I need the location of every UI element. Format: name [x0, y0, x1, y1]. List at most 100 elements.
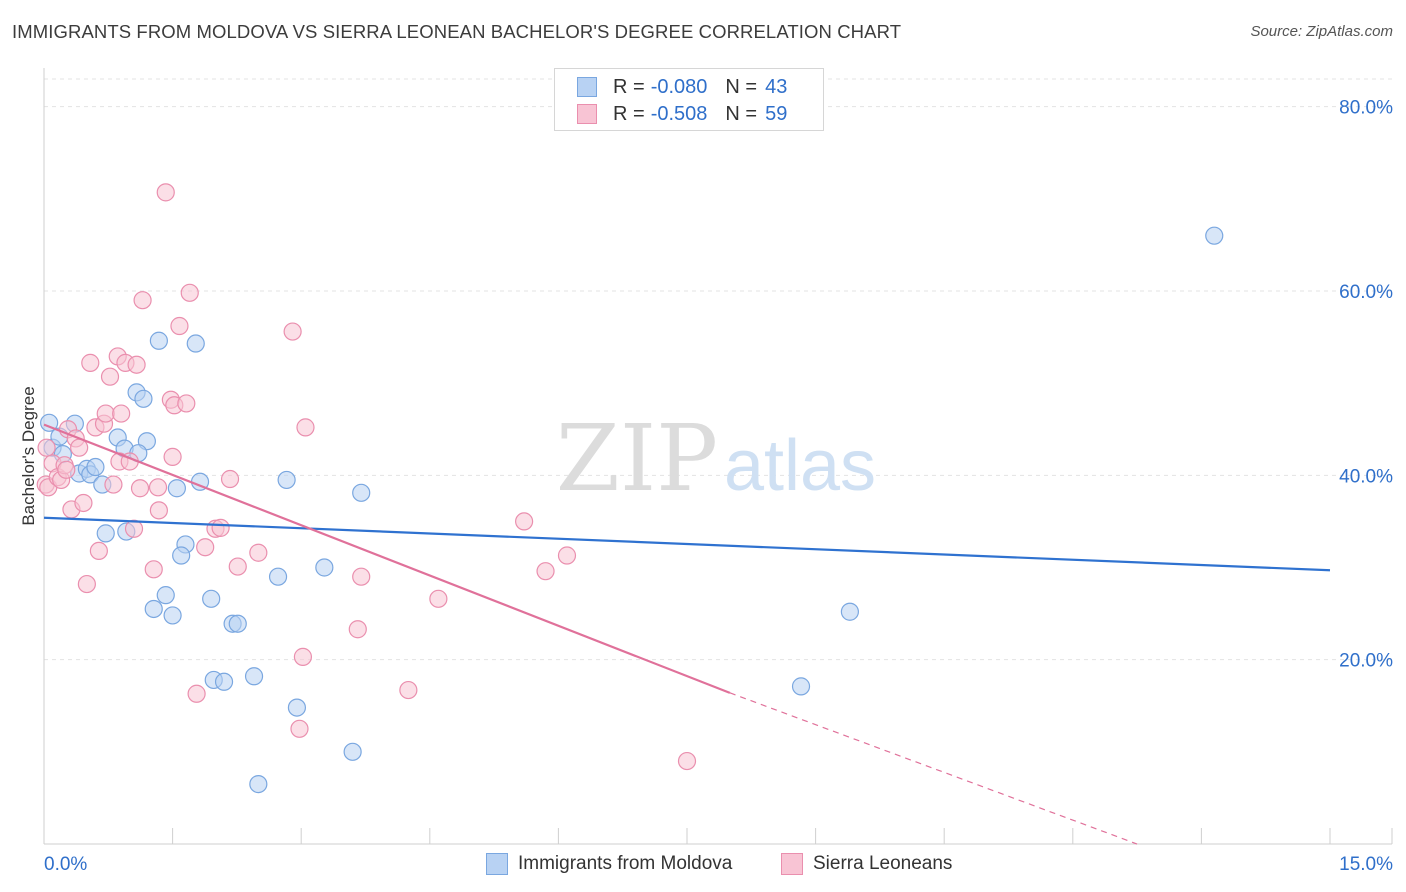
x-tick-label-min: 0.0% [44, 854, 87, 875]
bottom-legend-moldova: Immigrants from Moldova [486, 852, 732, 876]
point-sierra-leone [104, 475, 123, 494]
legend-row-sierra-leone: R = -0.508 N = 59 [577, 102, 787, 126]
legend-swatch-sierra-leone [577, 104, 597, 124]
point-sierra-leone [536, 562, 555, 581]
point-moldova [202, 589, 221, 608]
point-sierra-leone [187, 684, 206, 703]
point-sierra-leone [677, 751, 697, 771]
legend-n-label: N = [725, 75, 758, 98]
trend-line-sierra-leone-extrapolated [729, 692, 1138, 845]
point-sierra-leone [293, 647, 313, 666]
point-sierra-leone [74, 493, 93, 513]
point-sierra-leone [283, 322, 302, 341]
point-sierra-leone [429, 589, 448, 608]
point-sierra-leone [130, 479, 150, 498]
point-sierra-leone [352, 567, 371, 586]
point-sierra-leone [296, 418, 315, 437]
y-tick-label: 80.0% [1339, 98, 1393, 119]
point-moldova [214, 672, 234, 691]
point-moldova [167, 479, 186, 498]
point-sierra-leone [557, 546, 577, 565]
grid-lines [44, 78, 1392, 661]
point-moldova [186, 334, 205, 353]
legend-swatch-moldova [577, 77, 597, 97]
bottom-legend-label-moldova: Immigrants from Moldova [518, 853, 733, 874]
point-moldova [268, 567, 288, 586]
point-moldova [228, 614, 247, 633]
point-moldova [40, 413, 59, 432]
point-sierra-leone [249, 543, 268, 562]
point-moldova [144, 599, 163, 619]
point-sierra-leone [77, 574, 96, 594]
legend-r-value-moldova: -0.080 [650, 75, 708, 98]
point-sierra-leone [170, 316, 189, 336]
point-moldova [277, 470, 296, 490]
data-points [36, 183, 1224, 794]
point-moldova [1205, 226, 1224, 245]
x-tick-label-max: 15.0% [1339, 854, 1393, 875]
y-tick-label: 60.0% [1339, 282, 1393, 303]
bottom-legend-label-sierra-leone: Sierra Leoneans [813, 853, 953, 874]
point-sierra-leone [57, 460, 76, 479]
legend-n-value-moldova: 43 [765, 75, 788, 98]
point-sierra-leone [290, 719, 309, 738]
trend-line-sierra-leone [43, 423, 731, 694]
point-sierra-leone [124, 519, 144, 538]
point-sierra-leone [133, 291, 152, 310]
legend-r-label: R = [613, 75, 645, 98]
y-axis-label: Bachelor's Degree [19, 386, 38, 525]
point-moldova [249, 774, 268, 794]
point-moldova [163, 606, 182, 625]
point-sierra-leone [148, 478, 168, 497]
point-moldova [96, 524, 115, 543]
bottom-legend-swatch-moldova [486, 853, 508, 875]
point-sierra-leone [180, 283, 199, 302]
y-tick-label: 40.0% [1339, 466, 1393, 487]
point-sierra-leone [112, 404, 131, 423]
correlation-legend: R = -0.080 N = 43 R = -0.508 N = 59 [554, 68, 824, 131]
point-sierra-leone [149, 501, 168, 520]
point-sierra-leone [156, 183, 175, 202]
trend-line-moldova [43, 516, 1331, 572]
point-sierra-leone [89, 541, 108, 561]
legend-n-value-sierra-leone: 59 [765, 102, 788, 125]
legend-n-label: N = [725, 102, 758, 125]
point-moldova [86, 457, 105, 477]
point-sierra-leone [177, 394, 196, 413]
point-sierra-leone [144, 560, 163, 579]
point-sierra-leone [228, 557, 247, 576]
point-sierra-leone [399, 680, 418, 700]
point-moldova [791, 677, 811, 696]
point-sierra-leone [37, 438, 56, 457]
point-moldova [244, 667, 264, 686]
point-moldova [343, 742, 362, 761]
chart-title: IMMIGRANTS FROM MOLDOVA VS SIERRA LEONEA… [12, 21, 902, 42]
point-moldova [352, 483, 371, 502]
point-moldova [840, 602, 859, 621]
point-sierra-leone [196, 538, 215, 557]
watermark: ZIP atlas [556, 405, 876, 512]
point-sierra-leone [220, 469, 240, 489]
point-sierra-leone [163, 447, 182, 466]
watermark-zip: ZIP [556, 405, 718, 512]
point-moldova [134, 389, 153, 408]
legend-r-label: R = [613, 102, 645, 125]
bottom-legend-sierra-leone: Sierra Leoneans [781, 852, 952, 876]
point-sierra-leone [348, 620, 367, 639]
point-sierra-leone [100, 367, 120, 386]
watermark-atlas: atlas [724, 426, 876, 506]
point-moldova [287, 698, 307, 717]
bottom-legend-swatch-sierra-leone [781, 853, 803, 875]
point-moldova [315, 558, 334, 577]
point-moldova [156, 586, 175, 605]
trend-lines [43, 423, 1331, 845]
legend-row-moldova: R = -0.080 N = 43 [577, 75, 787, 99]
point-sierra-leone [81, 353, 100, 372]
point-sierra-leone [127, 355, 146, 374]
point-sierra-leone [96, 404, 115, 423]
point-moldova [172, 546, 191, 565]
legend-r-value-sierra-leone: -0.508 [650, 102, 708, 125]
y-tick-label: 20.0% [1339, 651, 1393, 672]
point-sierra-leone [515, 512, 534, 531]
